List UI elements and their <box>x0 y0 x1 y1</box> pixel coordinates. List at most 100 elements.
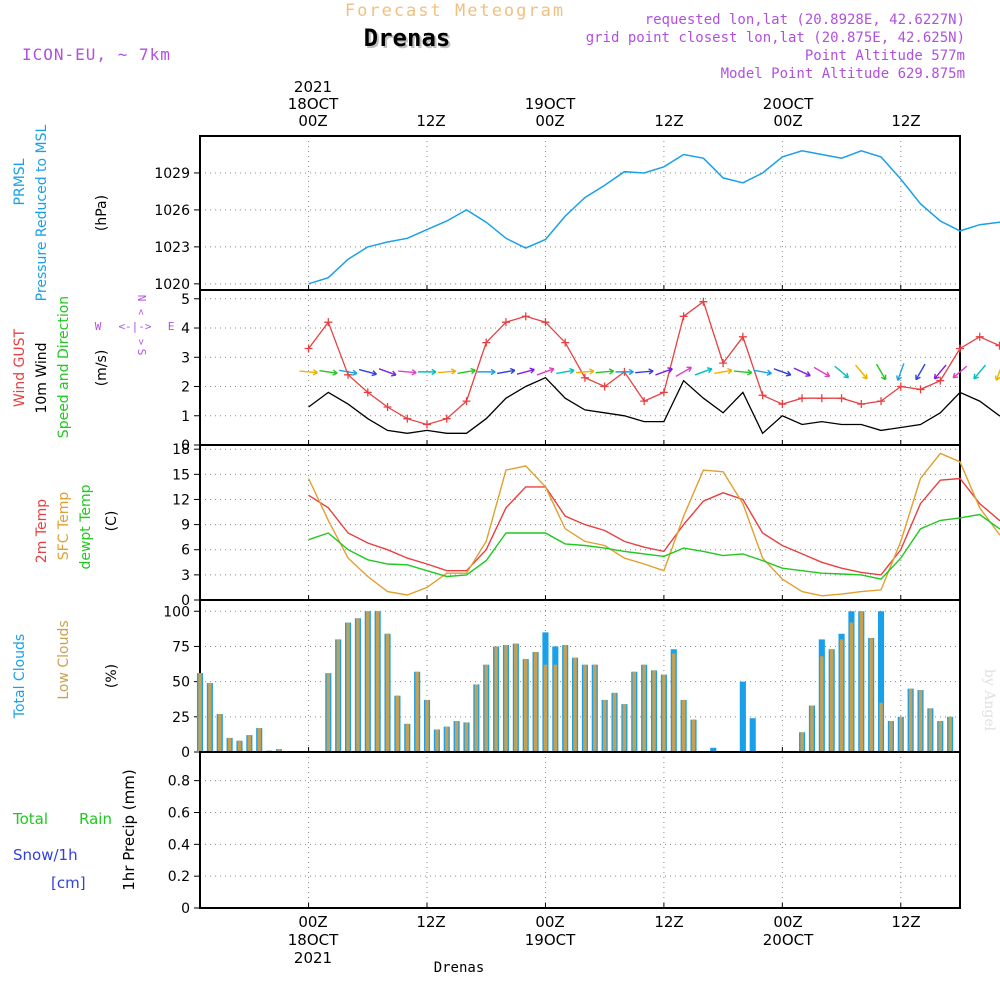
wind-direction-arrow <box>339 369 358 375</box>
wind-direction-arrowhead <box>332 369 338 376</box>
wind-direction-arrow <box>915 363 926 381</box>
top-axis-day-18: 18OCT <box>288 95 339 113</box>
wind-gust-marker <box>916 385 925 394</box>
wind-direction-arrow <box>398 370 417 374</box>
wind-gust-marker <box>482 338 491 347</box>
top-axis-day-19: 19OCT <box>525 95 576 113</box>
low-cloud-bar <box>375 611 380 752</box>
compass-south: S <box>135 349 148 356</box>
location-title-shadow: Drenas <box>366 26 453 54</box>
wind-direction-arrow <box>536 368 555 376</box>
grid-point-coords: grid point closest lon,lat (20.875E, 42.… <box>586 30 965 46</box>
low-cloud-bar <box>218 714 222 752</box>
temp-2m-line <box>308 477 1000 576</box>
model-point-altitude: Model Point Altitude 629.875m <box>721 66 965 82</box>
wind-gust-marker <box>778 400 787 409</box>
low-cloud-bar <box>612 692 617 752</box>
wind-direction-arrowhead <box>915 374 921 381</box>
low-cloud-bar <box>435 729 439 752</box>
low-cloud-bar <box>504 645 508 752</box>
wind-gust-label: Wind GUST <box>12 328 28 407</box>
wind-direction-arrowhead <box>785 370 792 377</box>
rain-label-rain: Rain <box>79 810 112 828</box>
clouds-ytick-label: 100 <box>163 604 190 620</box>
wind-gust-marker <box>798 394 807 403</box>
wind-direction-arrow <box>516 368 535 375</box>
wind-ytick-label: 0 <box>181 438 190 454</box>
wind-direction-arrowhead <box>896 375 903 381</box>
snow-label: Snow/1h <box>13 846 78 864</box>
clouds-ytick-label: 50 <box>172 675 190 691</box>
wind-ytick-label: 1 <box>181 409 190 425</box>
low-cloud-bar <box>800 732 804 752</box>
precip-ytick-label: 0 <box>181 901 190 917</box>
temperature-panel: 0 3 6 9 12 15 18 <box>172 442 1000 609</box>
compass-arrows: <-|-> <box>118 320 151 333</box>
bottom-axis-12z-18: 12Z <box>416 913 445 931</box>
low-cloud-bar <box>918 690 923 752</box>
low-cloud-bar <box>652 670 656 752</box>
wind-gust-marker <box>423 420 432 429</box>
wind-direction-arrowhead <box>973 373 979 380</box>
wind-direction-arrow <box>933 364 947 380</box>
wind-direction-arrowhead <box>766 369 772 376</box>
total-cloud-bar <box>739 681 746 752</box>
wind-direction-arrowhead <box>952 372 959 379</box>
wind-gust-marker <box>699 297 708 306</box>
point-altitude: Point Altitude 577m <box>805 48 965 64</box>
top-axis-12z-20: 12Z <box>891 112 920 130</box>
wind-direction-arrow <box>995 368 1000 381</box>
wind-direction-arrow <box>437 370 456 374</box>
low-cloud-bar <box>632 671 636 752</box>
top-axis-12z-19: 12Z <box>654 112 683 130</box>
low-cloud-bar <box>849 622 854 752</box>
temperature-ytick-label: 6 <box>181 543 190 559</box>
wind-direction-arrowhead <box>608 368 615 375</box>
clouds-panel: 0 25 50 75 100 <box>163 599 961 761</box>
low-cloud-bar <box>948 716 952 752</box>
low-cloud-bar <box>602 699 607 752</box>
wind-direction-arrowhead <box>805 371 811 377</box>
wind-ytick-label: 4 <box>181 321 190 337</box>
wind-direction-arrow <box>733 370 752 374</box>
top-axis-00z-20: 00Z <box>773 112 802 130</box>
precip-ytick-label: 0.6 <box>168 805 190 821</box>
wind-direction-arrowhead <box>747 369 753 376</box>
wind-gust-marker <box>304 344 313 353</box>
bottom-axis-day-20: 20OCT <box>763 931 814 949</box>
bottom-axis-00z-19: 00Z <box>535 913 564 931</box>
low-cloud-bar <box>543 664 548 752</box>
low-cloud-bar <box>553 664 558 752</box>
wind-gust-marker <box>501 318 510 327</box>
wind-direction-arrow <box>897 363 905 381</box>
low-cloud-bar <box>681 699 686 752</box>
temperature-ytick-label: 15 <box>172 467 190 483</box>
wind-direction-arrowhead <box>843 372 850 379</box>
low-cloud-bar <box>899 716 903 752</box>
precip-panel: 0 0.2 0.4 0.6 0.8 <box>168 751 961 917</box>
wind-gust-marker <box>896 382 905 391</box>
wind-direction-arrowhead <box>686 366 693 373</box>
low-cloud-bar <box>385 633 390 752</box>
temperature-ytick-label: 3 <box>181 568 190 584</box>
wind-ytick-label: 3 <box>181 350 190 366</box>
temperature-ytick-label: 9 <box>181 518 190 534</box>
wind-gust-marker <box>462 397 471 406</box>
clouds-ytick-label: 75 <box>172 639 190 655</box>
product-title: Forecast Meteogram <box>345 1 565 21</box>
low-cloud-bar <box>198 673 202 752</box>
wind-frame <box>199 289 961 446</box>
wind-gust-marker <box>877 397 886 406</box>
low-cloud-bar <box>573 657 577 752</box>
compass-lower-arrow: > <box>135 339 146 345</box>
top-axis-00z-18: 00Z <box>298 112 327 130</box>
precip-ytick-label: 0.4 <box>168 837 190 853</box>
wind-direction-arrow <box>655 368 673 376</box>
model-label: ICON-EU, ~ 7km <box>22 45 171 64</box>
low-cloud-bar <box>533 652 538 752</box>
low-cloud-bar <box>583 664 587 752</box>
wind-direction-arrowhead <box>390 370 397 377</box>
precip-ytick-label: 0.2 <box>168 869 190 885</box>
low-cloud-bar <box>524 659 528 752</box>
